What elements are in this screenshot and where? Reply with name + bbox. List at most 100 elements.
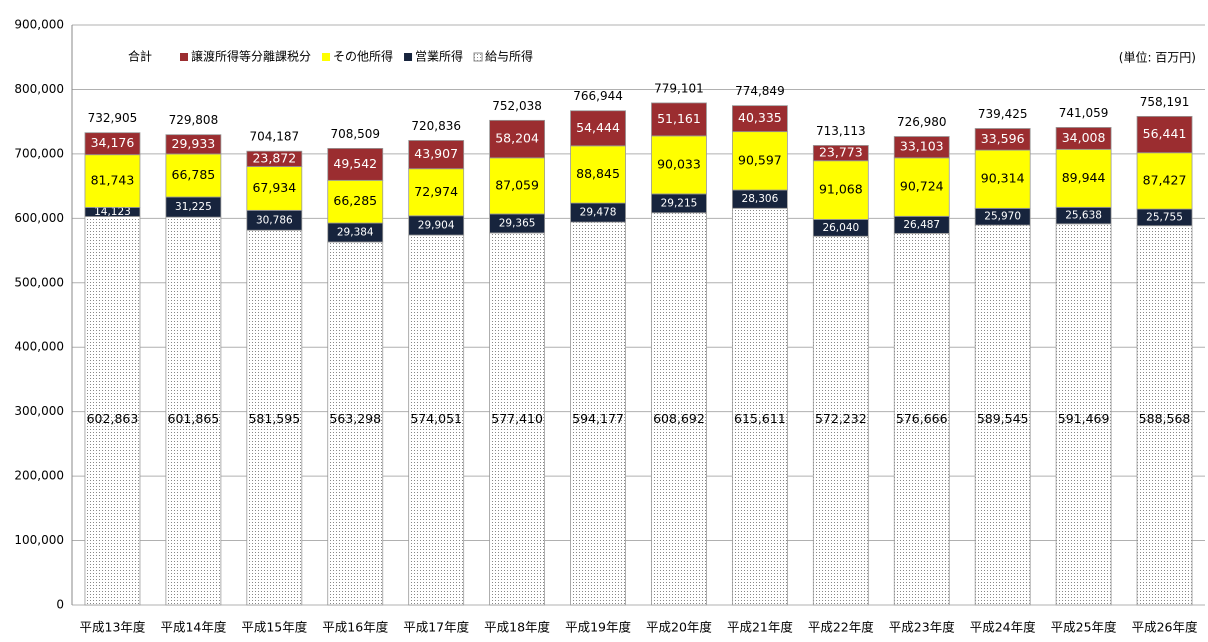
data-label: 25,755 (1146, 211, 1183, 223)
data-label: 29,365 (499, 217, 536, 229)
y-tick-label: 0 (56, 598, 64, 612)
x-tick-label: 平成22年度 (808, 620, 874, 635)
bar-segment (893, 136, 950, 159)
data-label: 574,051 (410, 411, 462, 426)
data-label: 588,568 (1139, 411, 1191, 426)
bar-segment (165, 153, 222, 198)
bar-segment (731, 207, 788, 606)
bar-segment (1055, 127, 1112, 150)
data-label: 14,123 (94, 206, 131, 218)
data-label: 29,904 (418, 219, 455, 231)
y-tick-label: 400,000 (14, 340, 64, 354)
data-label: 29,215 (661, 197, 698, 209)
x-tick-label: 平成26年度 (1132, 620, 1198, 635)
x-tick-label: 平成17年度 (403, 620, 469, 635)
data-label: 91,068 (819, 182, 863, 197)
x-tick-label: 平成13年度 (80, 620, 146, 635)
data-label: 25,970 (984, 211, 1021, 223)
bar-segment (84, 154, 141, 208)
total-label: 766,944 (573, 89, 623, 103)
bar-segment (327, 241, 384, 606)
bar-segment (974, 128, 1031, 151)
data-label: 90,314 (981, 171, 1025, 186)
bar-segment (246, 150, 303, 167)
bar-segment (1136, 115, 1193, 154)
data-label: 88,845 (576, 166, 620, 181)
y-tick-label: 700,000 (14, 146, 64, 160)
x-tick-label: 平成21年度 (727, 620, 793, 635)
data-label: 577,410 (491, 411, 543, 426)
data-label: 66,285 (333, 193, 377, 208)
y-tick-label: 300,000 (14, 404, 64, 418)
data-label: 87,427 (1143, 172, 1187, 187)
legend-label: その他所得 (333, 49, 393, 64)
bar-segment (408, 140, 465, 170)
total-label: 732,905 (88, 111, 138, 125)
bar-segment (246, 166, 303, 211)
legend-label: 給与所得 (485, 49, 533, 64)
bar-segment (1136, 152, 1193, 210)
bar-segment (327, 179, 384, 224)
y-tick-label: 800,000 (14, 82, 64, 96)
bar-segment (489, 232, 546, 606)
data-label: 90,033 (657, 156, 701, 171)
bar-segment (651, 102, 707, 137)
y-tick-label: 900,000 (14, 18, 64, 32)
data-label: 26,040 (822, 222, 859, 234)
data-label: 589,545 (977, 411, 1029, 426)
bar-segment (489, 119, 546, 159)
data-label: 87,059 (495, 177, 539, 192)
data-label: 26,487 (903, 219, 940, 231)
y-tick-label: 600,000 (14, 211, 64, 225)
bar-segment (408, 168, 465, 217)
data-label: 601,865 (168, 411, 220, 426)
total-label: 713,113 (816, 124, 866, 138)
data-label: 33,103 (900, 139, 944, 154)
data-label: 33,596 (981, 131, 1025, 146)
bar-segment (165, 216, 222, 606)
data-label: 51,161 (657, 111, 701, 126)
legend-swatch (473, 52, 483, 62)
bar-segment (327, 148, 384, 181)
data-label: 67,934 (252, 180, 296, 195)
data-label: 28,306 (742, 193, 779, 205)
bar-segment (812, 235, 869, 606)
data-label: 29,933 (172, 136, 216, 151)
unit-note: (単位: 百万円) (1119, 50, 1196, 65)
total-label: 704,187 (250, 130, 300, 144)
bar-segment (570, 145, 626, 204)
data-label: 602,863 (87, 411, 139, 426)
data-label: 29,384 (337, 227, 374, 239)
data-label: 615,611 (734, 411, 786, 426)
bar-segment (570, 221, 626, 606)
legend-label: 合計 (128, 49, 152, 64)
data-label: 90,724 (900, 179, 944, 194)
data-label: 608,692 (653, 411, 705, 426)
total-label: 752,038 (492, 99, 542, 113)
data-label: 72,974 (414, 184, 458, 199)
bar-segment (651, 135, 707, 195)
data-label: 563,298 (329, 411, 381, 426)
data-label: 572,232 (815, 411, 867, 426)
bar-segment (84, 216, 141, 606)
data-label: 54,444 (576, 120, 620, 135)
total-label: 720,836 (411, 119, 461, 133)
bar-segment (408, 234, 465, 606)
data-label: 56,441 (1143, 126, 1187, 141)
total-label: 739,425 (978, 107, 1028, 121)
bar-segment (165, 134, 222, 155)
total-label: 758,191 (1140, 95, 1190, 109)
x-tick-label: 平成23年度 (889, 620, 955, 635)
data-label: 40,335 (738, 110, 782, 125)
x-tick-label: 平成24年度 (970, 620, 1036, 635)
bar-segment (489, 157, 546, 215)
data-label: 43,907 (414, 146, 458, 161)
bar-segment (893, 232, 950, 606)
x-tick-label: 平成19年度 (565, 620, 631, 635)
x-tick-label: 平成15年度 (241, 620, 307, 635)
data-label: 31,225 (175, 201, 212, 213)
x-tick-label: 平成16年度 (322, 620, 388, 635)
x-tick-label: 平成25年度 (1051, 620, 1117, 635)
bar-segment (1055, 148, 1112, 208)
